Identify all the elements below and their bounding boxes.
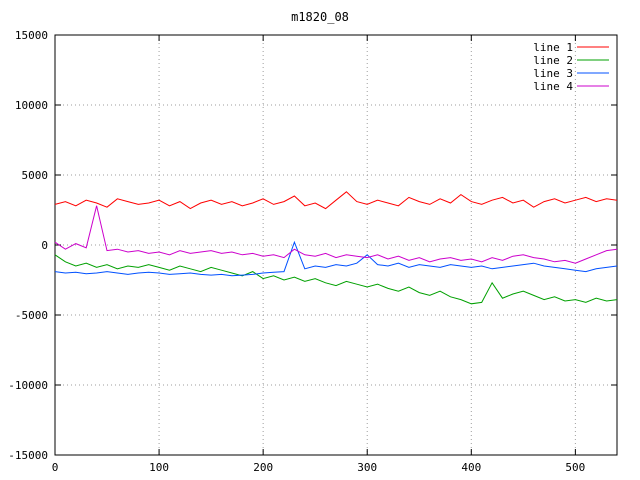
legend-item-line-2: line 2	[533, 54, 609, 67]
legend-item-line-3: line 3	[533, 67, 609, 80]
x-tick-label: 0	[52, 461, 59, 474]
chart-title: m1820_08	[291, 10, 349, 24]
series-line-4	[54, 205, 618, 264]
x-tick-label: 300	[357, 461, 377, 474]
series-line-1	[54, 191, 618, 210]
legend-item-line-4: line 4	[533, 80, 609, 93]
y-tick-label: -5000	[15, 309, 48, 322]
tick-marks	[54, 34, 617, 456]
x-tick-label: 200	[253, 461, 273, 474]
tick-labels: -15000 -10000 -5000 0 5000 10000 15000 0 100 200 3…	[8, 29, 585, 474]
y-tick-label: 10000	[15, 99, 48, 112]
y-tick-label: 5000	[22, 169, 49, 182]
y-tick-label: -15000	[8, 449, 48, 462]
x-tick-label: 500	[565, 461, 585, 474]
legend-label: line 2	[533, 54, 573, 67]
grid	[54, 34, 617, 456]
series-line-2	[54, 254, 618, 305]
legend-label: line 1	[533, 41, 573, 54]
series-line-3	[54, 240, 618, 277]
x-tick-label: 400	[461, 461, 481, 474]
legend-item-line-1: line 1	[533, 41, 609, 54]
legend-label: line 4	[533, 80, 573, 93]
y-tick-label: 0	[41, 239, 48, 252]
y-tick-label: 15000	[15, 29, 48, 42]
x-tick-label: 100	[149, 461, 169, 474]
y-tick-label: -10000	[8, 379, 48, 392]
legend-label: line 3	[533, 67, 573, 80]
